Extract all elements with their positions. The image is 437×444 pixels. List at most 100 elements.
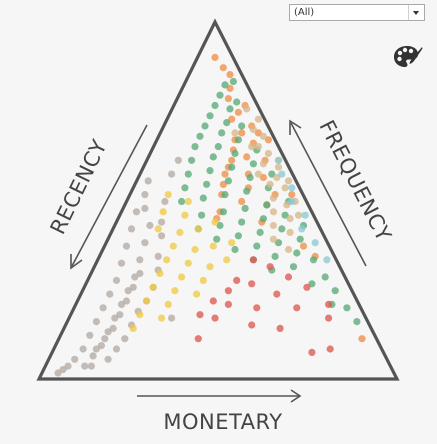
data-point-gray[interactable] bbox=[79, 345, 87, 353]
data-point-yellow[interactable] bbox=[169, 242, 177, 250]
data-point-red[interactable] bbox=[326, 345, 334, 353]
data-point-yellow[interactable] bbox=[191, 245, 199, 254]
data-point-gray[interactable] bbox=[158, 232, 166, 240]
data-point-tan[interactable] bbox=[259, 132, 267, 140]
data-point-green[interactable] bbox=[206, 167, 214, 175]
data-point-green[interactable] bbox=[221, 81, 229, 89]
data-point-yellow[interactable] bbox=[159, 208, 167, 216]
data-point-green[interactable] bbox=[206, 112, 214, 120]
data-point-green[interactable] bbox=[289, 263, 298, 271]
data-point-gray[interactable] bbox=[104, 355, 112, 363]
data-point-tan[interactable] bbox=[284, 245, 293, 254]
chevron-down-icon[interactable] bbox=[408, 5, 424, 20]
data-point-cyan[interactable] bbox=[323, 256, 331, 264]
data-point-gray[interactable] bbox=[92, 345, 100, 353]
data-point-red[interactable] bbox=[248, 280, 256, 288]
data-point-gray[interactable] bbox=[154, 252, 162, 260]
data-point-yellow[interactable] bbox=[184, 259, 192, 267]
data-point-tan[interactable] bbox=[264, 149, 272, 158]
data-point-tan[interactable] bbox=[269, 208, 278, 216]
data-point-cyan[interactable] bbox=[298, 225, 306, 233]
data-point-gray[interactable] bbox=[99, 304, 107, 312]
data-point-green[interactable] bbox=[274, 239, 283, 247]
data-point-red[interactable] bbox=[233, 276, 241, 284]
data-point-orange[interactable] bbox=[224, 95, 232, 103]
data-point-tan[interactable] bbox=[269, 221, 277, 230]
data-point-cyan[interactable] bbox=[301, 211, 309, 219]
data-point-orange[interactable] bbox=[234, 108, 242, 116]
data-point-gray[interactable] bbox=[131, 273, 139, 281]
data-point-green[interactable] bbox=[188, 156, 196, 164]
data-point-gray[interactable] bbox=[87, 362, 95, 370]
data-point-green[interactable] bbox=[201, 122, 209, 130]
data-point-orange[interactable] bbox=[219, 180, 227, 188]
data-point-tan[interactable] bbox=[249, 125, 257, 134]
data-point-green[interactable] bbox=[199, 194, 207, 202]
data-point-yellow[interactable] bbox=[158, 314, 166, 322]
data-point-green[interactable] bbox=[249, 160, 257, 168]
data-point-gray[interactable] bbox=[92, 318, 100, 326]
data-point-green[interactable] bbox=[231, 245, 239, 254]
data-point-yellow[interactable] bbox=[181, 211, 189, 219]
data-point-gray[interactable] bbox=[136, 269, 144, 278]
data-point-tan[interactable] bbox=[274, 163, 283, 171]
data-point-tan[interactable] bbox=[259, 160, 267, 168]
data-point-yellow[interactable] bbox=[129, 324, 137, 332]
data-point-gray[interactable] bbox=[122, 242, 131, 250]
data-point-tan[interactable] bbox=[231, 129, 239, 137]
data-point-red[interactable] bbox=[211, 314, 219, 322]
data-point-gray[interactable] bbox=[101, 335, 109, 343]
data-point-cyan[interactable] bbox=[288, 197, 296, 206]
data-point-gray[interactable] bbox=[141, 204, 149, 212]
data-point-gray[interactable] bbox=[71, 355, 79, 363]
data-point-gray[interactable] bbox=[81, 362, 89, 370]
data-point-green[interactable] bbox=[256, 228, 264, 236]
data-point-red[interactable] bbox=[224, 287, 232, 295]
data-point-green[interactable] bbox=[263, 201, 271, 209]
data-point-gray[interactable] bbox=[127, 225, 136, 233]
data-point-green[interactable] bbox=[293, 249, 301, 257]
data-point-green[interactable] bbox=[353, 318, 361, 326]
data-point-gray[interactable] bbox=[106, 290, 114, 298]
data-point-green[interactable] bbox=[213, 235, 221, 243]
data-point-green[interactable] bbox=[178, 197, 186, 206]
data-point-green[interactable] bbox=[241, 204, 249, 212]
data-point-green[interactable] bbox=[271, 252, 279, 260]
data-point-green[interactable] bbox=[278, 225, 286, 233]
data-point-red[interactable] bbox=[293, 304, 301, 312]
data-point-green[interactable] bbox=[221, 191, 229, 199]
data-point-gray[interactable] bbox=[161, 197, 169, 206]
data-point-orange[interactable] bbox=[264, 136, 272, 144]
data-point-green[interactable] bbox=[226, 105, 234, 113]
data-point-tan[interactable] bbox=[254, 170, 262, 178]
data-point-orange[interactable] bbox=[219, 64, 227, 72]
data-point-red[interactable] bbox=[194, 335, 202, 343]
data-point-tan[interactable] bbox=[294, 211, 303, 219]
data-point-yellow[interactable] bbox=[154, 225, 162, 233]
data-point-gray[interactable] bbox=[168, 314, 176, 322]
data-point-yellow[interactable] bbox=[164, 300, 172, 308]
data-point-red[interactable] bbox=[209, 297, 217, 305]
data-point-green[interactable] bbox=[308, 280, 316, 288]
data-point-green[interactable] bbox=[238, 122, 246, 130]
data-point-gray[interactable] bbox=[64, 362, 72, 370]
data-point-red[interactable] bbox=[276, 324, 284, 332]
data-point-gray[interactable] bbox=[136, 256, 144, 264]
data-point-gray[interactable] bbox=[122, 297, 131, 305]
data-point-orange[interactable] bbox=[221, 170, 229, 178]
data-point-orange[interactable] bbox=[238, 129, 246, 137]
data-point-red[interactable] bbox=[325, 314, 333, 322]
data-point-gray[interactable] bbox=[168, 170, 176, 178]
data-point-yellow[interactable] bbox=[184, 197, 192, 206]
data-point-green[interactable] bbox=[219, 208, 227, 216]
data-point-red[interactable] bbox=[248, 321, 256, 329]
data-point-yellow[interactable] bbox=[164, 191, 172, 199]
data-point-green[interactable] bbox=[243, 187, 251, 195]
data-point-green[interactable] bbox=[184, 170, 192, 178]
data-point-yellow[interactable] bbox=[193, 290, 201, 298]
data-point-green[interactable] bbox=[234, 232, 242, 240]
data-point-green[interactable] bbox=[233, 98, 241, 106]
data-point-green[interactable] bbox=[209, 153, 217, 161]
data-point-green[interactable] bbox=[253, 242, 261, 250]
data-point-red[interactable] bbox=[249, 256, 257, 264]
